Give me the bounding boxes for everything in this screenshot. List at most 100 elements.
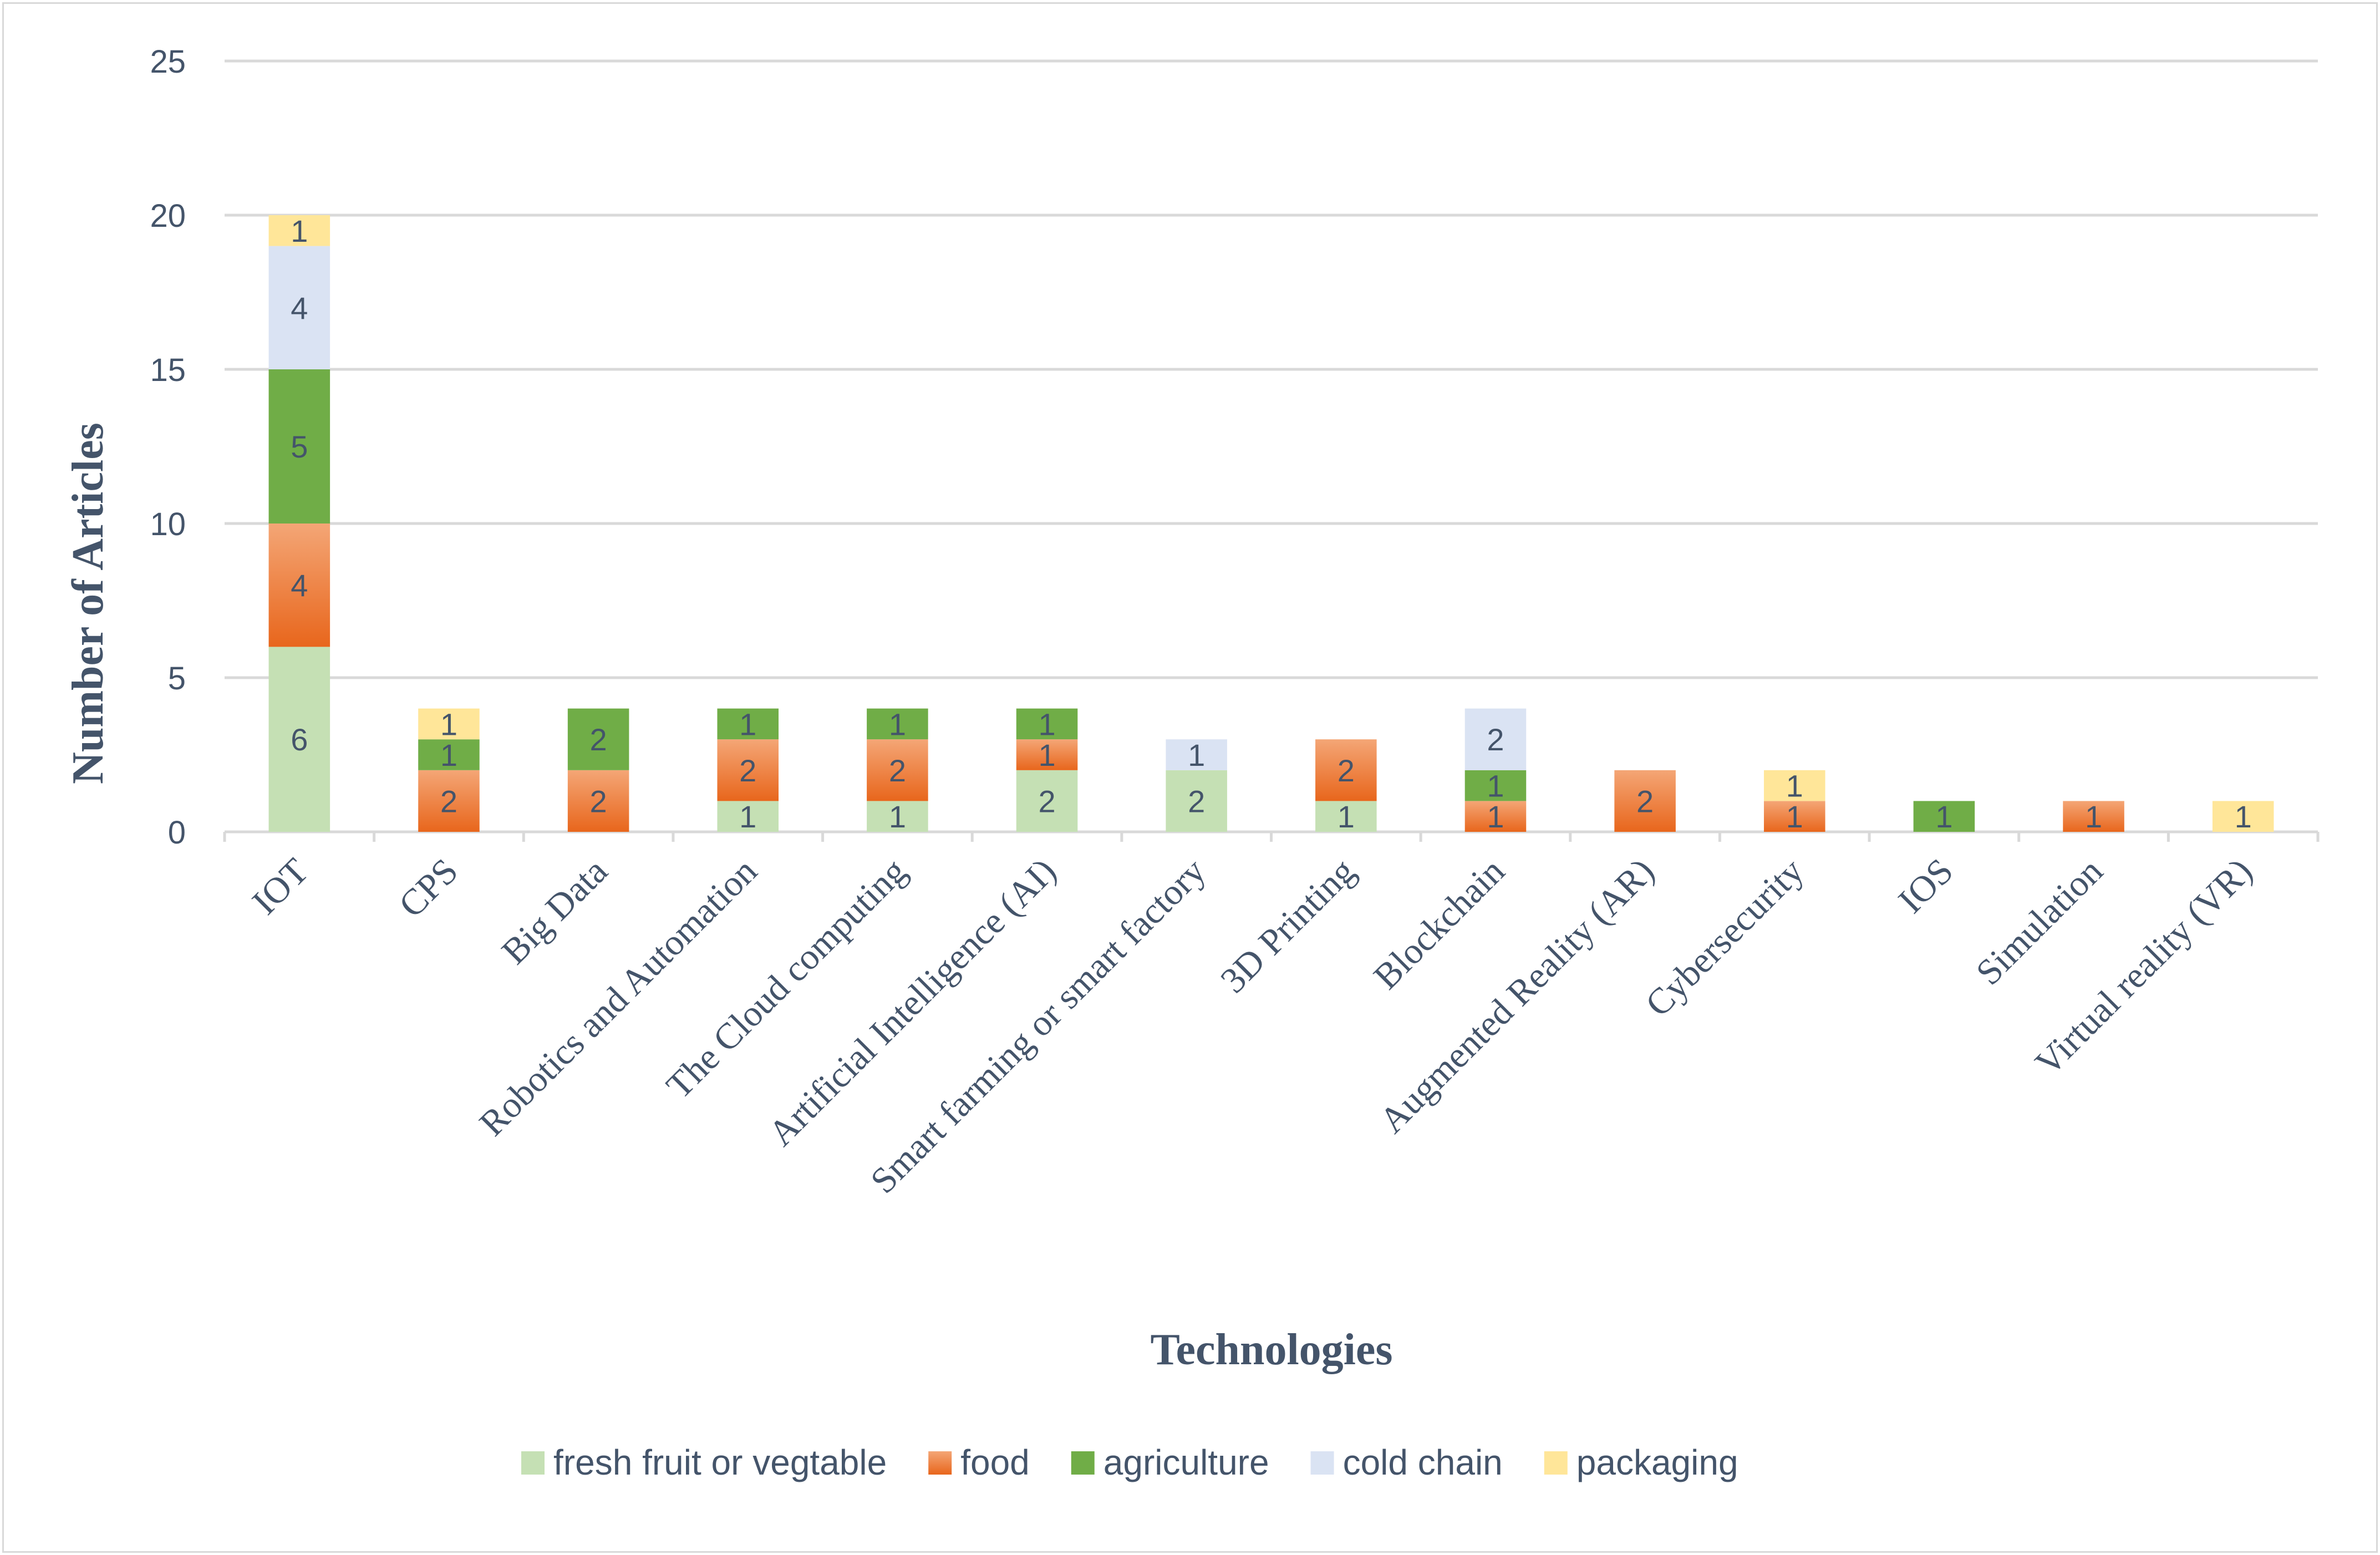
- legend-swatch: [928, 1451, 952, 1475]
- y-tick-label: 20: [150, 198, 186, 234]
- bar-segment: [268, 647, 330, 832]
- y-tick-label: 0: [168, 815, 186, 851]
- bar-segment: [717, 708, 779, 740]
- y-tick-label: 15: [150, 352, 186, 388]
- legend-label: cold chain: [1343, 1442, 1503, 1482]
- bar-data-label: 1: [739, 707, 756, 741]
- gridlines: [223, 59, 2320, 842]
- bar-data-label: 2: [590, 784, 607, 819]
- bar-data-label: 2: [1038, 784, 1055, 819]
- y-tick-label: 10: [150, 506, 186, 542]
- legend-label: food: [960, 1442, 1030, 1482]
- x-category-label: The Cloud computing: [659, 851, 914, 1106]
- x-category-label: Artificial Intelligence (AI): [761, 851, 1064, 1154]
- bar-segment: [1315, 739, 1377, 801]
- y-axis-ticks: 0 5 10 15 20 25: [150, 44, 186, 851]
- bar-segment: [717, 739, 779, 801]
- x-category-label: Big Data: [494, 851, 616, 972]
- bar-data-label: 2: [440, 784, 457, 819]
- bar-data-label: 1: [1487, 799, 1504, 834]
- bar-segment: [717, 801, 779, 832]
- bar-data-label: 2: [1338, 753, 1355, 788]
- bar-data-label: 1: [440, 707, 457, 741]
- y-axis-title: Number of Articles: [64, 423, 113, 784]
- x-category-label: IOS: [1891, 851, 1961, 921]
- x-category-label: CPS: [391, 851, 466, 926]
- bar-data-label: 1: [1935, 799, 1952, 834]
- bar-segment: [567, 770, 629, 832]
- bar-segment: [418, 770, 480, 832]
- bar-segment: [2212, 801, 2274, 832]
- legend-label: fresh fruit or vegtable: [553, 1442, 887, 1482]
- bar-data-label: 1: [889, 707, 906, 741]
- bar-data-label: 4: [291, 291, 308, 326]
- x-category-label: Blockchain: [1366, 851, 1512, 997]
- x-category-label: IOT: [245, 851, 316, 922]
- bar-data-label: 1: [2235, 799, 2252, 834]
- bar-segment: [567, 708, 629, 770]
- bar-data-label: 2: [889, 753, 906, 788]
- legend-swatch: [1544, 1451, 1568, 1475]
- x-category-label: Robotics and Automation: [472, 851, 765, 1144]
- bar-segment: [1464, 770, 1527, 801]
- bar-segment: [2063, 801, 2124, 832]
- bar-segment: [867, 708, 928, 740]
- bar-segment: [268, 369, 330, 524]
- legend-swatch: [521, 1451, 545, 1475]
- bar-segment: [268, 524, 330, 647]
- bar-data-label: 2: [1487, 722, 1504, 757]
- bar-segment: [1464, 801, 1527, 832]
- x-category-label: 3D Printing: [1213, 851, 1363, 1001]
- bar-data-label: 1: [2085, 799, 2102, 834]
- bar-segment: [1016, 708, 1078, 740]
- bar-data-label: 1: [1038, 707, 1055, 741]
- bar-data-label: 2: [739, 753, 756, 788]
- legend-swatch: [1310, 1451, 1334, 1475]
- x-category-label: Cybersecurity: [1637, 851, 1811, 1024]
- bar-segment: [1166, 739, 1227, 770]
- bar-data-label: 2: [1188, 784, 1205, 819]
- bar-data-label: 1: [1038, 738, 1055, 773]
- bar-data-label: 1: [1786, 769, 1803, 804]
- bar-segment: [1763, 801, 1825, 832]
- bar-segment: [867, 801, 928, 832]
- bar-segment: [268, 246, 330, 369]
- bar-data-label: 2: [1636, 784, 1654, 819]
- bar-segment: [418, 739, 480, 770]
- bar-data-label: 5: [291, 429, 308, 464]
- bar-segment: [867, 739, 928, 801]
- bar-data-label: 6: [291, 722, 308, 757]
- bar-segment: [1464, 708, 1527, 770]
- x-category-label: Augmented Reality (AR): [1372, 851, 1662, 1141]
- y-tick-label: 5: [168, 660, 186, 697]
- bar-segment: [418, 708, 480, 740]
- bar-data-label: 1: [1338, 799, 1355, 834]
- bar-data-label: 1: [1487, 769, 1504, 804]
- bar-segment: [1166, 770, 1227, 832]
- bar-segment: [1315, 801, 1377, 832]
- bar-data-label: 1: [889, 799, 906, 834]
- bar-segment: [1016, 770, 1078, 832]
- bar-data-label: 2: [590, 722, 607, 757]
- bar-segment: [1763, 770, 1825, 801]
- bar-data-label: 1: [1188, 738, 1205, 773]
- bar-segment: [1016, 739, 1078, 770]
- bar-segment: [268, 215, 330, 246]
- bar-segment: [1913, 801, 1975, 832]
- bar-data-label: 1: [440, 738, 457, 773]
- bar-segment: [1614, 770, 1676, 832]
- legend-label: agriculture: [1103, 1442, 1269, 1482]
- x-category-label: Simulation: [1969, 851, 2111, 993]
- legend: fresh fruit or vegtable food agriculture co…: [521, 1442, 1738, 1482]
- legend-label: packaging: [1577, 1442, 1738, 1482]
- bar-data-label: 1: [1786, 799, 1803, 834]
- bar-data-label: 1: [291, 214, 308, 248]
- x-axis-title: Technologies: [1150, 1325, 1392, 1374]
- legend-swatch: [1071, 1451, 1095, 1475]
- y-tick-label: 25: [150, 44, 186, 80]
- bar-data-label: 4: [291, 568, 308, 603]
- bar-data-label: 1: [739, 799, 756, 834]
